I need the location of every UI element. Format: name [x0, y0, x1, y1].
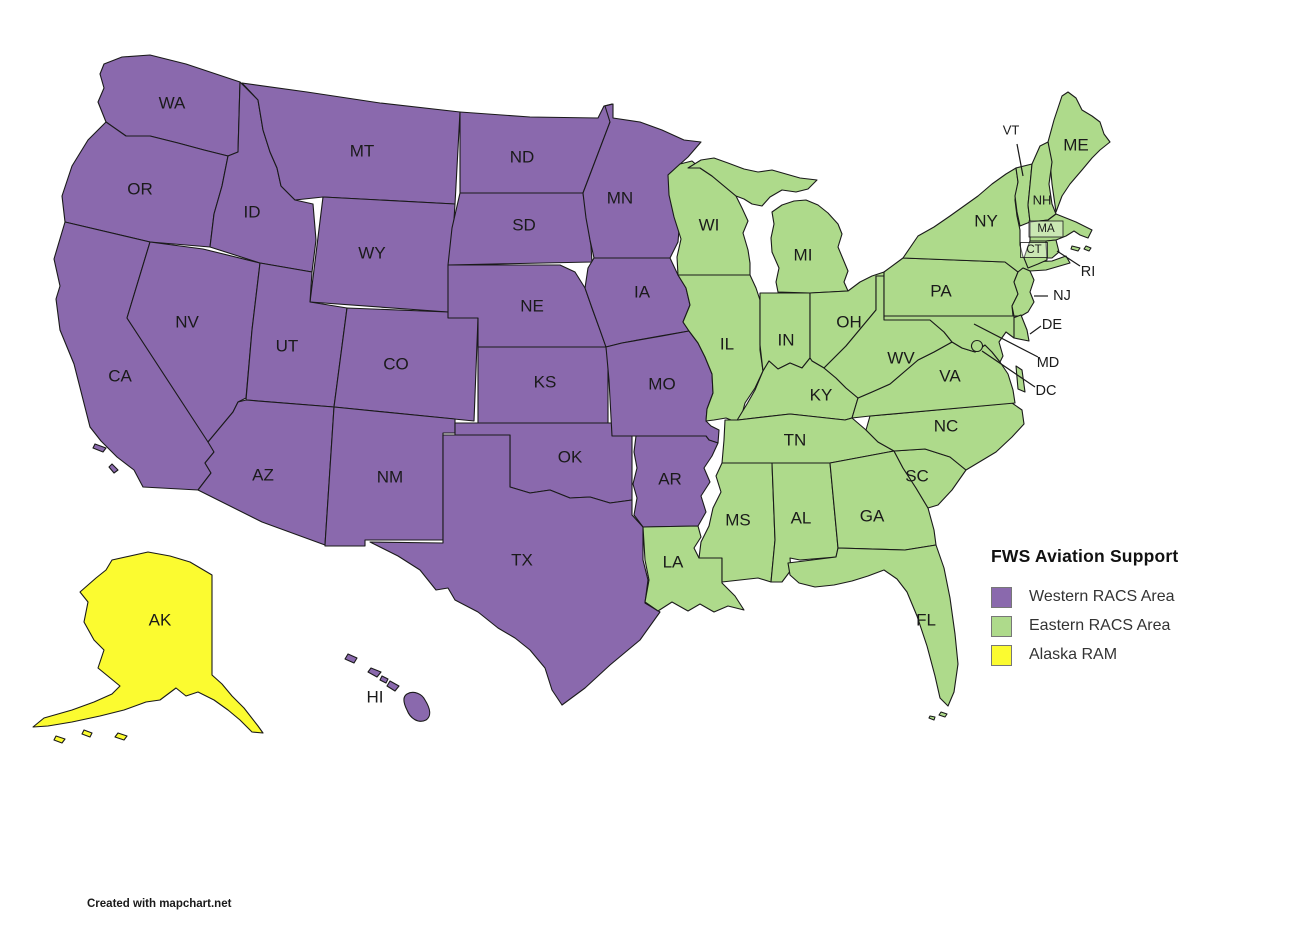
state-label-de: DE [1042, 317, 1062, 333]
legend-row-alaska: Alaska RAM [991, 644, 1291, 666]
state-label-il: IL [720, 334, 734, 353]
state-ca[interactable] [53, 221, 215, 491]
state-label-vt: VT [1003, 122, 1020, 137]
state-ma[interactable] [1029, 213, 1093, 252]
state-label-hi: HI [367, 687, 384, 706]
state-label-ny: NY [974, 211, 998, 230]
state-hi[interactable] [344, 653, 431, 722]
eastern-racs-swatch [991, 615, 1012, 637]
state-label-ne: NE [520, 296, 544, 315]
state-label-ms: MS [725, 510, 751, 529]
state-ks[interactable] [477, 346, 609, 424]
state-label-nc: NC [934, 416, 959, 435]
western-racs-swatch [991, 586, 1012, 608]
alaska-ram-swatch [991, 644, 1012, 666]
state-label-ok: OK [558, 447, 583, 466]
state-label-mo: MO [648, 374, 675, 393]
state-label-wa: WA [159, 93, 186, 112]
label-box-ma [1028, 220, 1064, 238]
state-tx[interactable] [369, 434, 661, 706]
state-label-ca: CA [108, 366, 132, 385]
state-label-ar: AR [658, 469, 682, 488]
state-label-dc: DC [1036, 383, 1057, 399]
state-label-ri: RI [1081, 264, 1096, 280]
state-label-tx: TX [511, 550, 533, 569]
state-ri[interactable] [1045, 239, 1060, 259]
state-ar[interactable] [632, 435, 719, 528]
leader-line-md [973, 323, 1039, 358]
state-label-nm: NM [377, 467, 403, 486]
state-label-or: OR [127, 179, 153, 198]
state-nj[interactable] [1011, 267, 1035, 317]
legend-label-western: Western RACS Area [1029, 588, 1175, 605]
state-label-in: IN [778, 330, 795, 349]
legend-title: FWS Aviation Support [991, 546, 1179, 566]
state-label-wi: WI [699, 215, 720, 234]
state-label-ut: UT [276, 336, 299, 355]
map-legend: FWS Aviation Support Western RACS Area E… [991, 546, 1291, 673]
state-nc[interactable] [865, 402, 1025, 471]
state-label-ct: CT [1026, 244, 1041, 256]
state-label-ma: MA [1037, 223, 1055, 235]
state-label-nj: NJ [1053, 288, 1071, 304]
state-label-mi: MI [794, 245, 813, 264]
state-label-la: LA [663, 552, 684, 571]
state-mi[interactable] [687, 157, 849, 294]
legend-label-eastern: Eastern RACS Area [1029, 617, 1171, 634]
state-label-sd: SD [512, 215, 536, 234]
leader-line-de [1029, 325, 1042, 335]
state-label-tn: TN [784, 430, 807, 449]
state-label-va: VA [939, 366, 961, 385]
state-label-ga: GA [860, 506, 885, 525]
state-label-ak: AK [149, 610, 172, 629]
leader-line-dc [981, 350, 1036, 388]
legend-row-western: Western RACS Area [991, 586, 1291, 608]
state-label-me: ME [1063, 135, 1089, 154]
legend-label-alaska: Alaska RAM [1029, 646, 1118, 663]
leader-line-vt [1016, 143, 1024, 177]
state-label-wv: WV [887, 348, 915, 367]
state-fl[interactable] [787, 544, 959, 721]
state-label-oh: OH [836, 312, 862, 331]
state-ak[interactable] [32, 551, 264, 744]
state-label-mt: MT [350, 141, 375, 160]
state-co[interactable] [333, 307, 479, 422]
state-me[interactable] [1047, 91, 1111, 213]
state-label-nv: NV [175, 312, 199, 331]
state-label-mn: MN [607, 188, 633, 207]
state-label-sc: SC [905, 466, 929, 485]
state-nv[interactable] [126, 241, 261, 443]
state-label-ky: KY [810, 385, 833, 404]
state-label-nh: NH [1033, 192, 1052, 207]
state-mt[interactable] [241, 82, 461, 205]
state-de[interactable] [1012, 314, 1030, 342]
state-label-co: CO [383, 354, 409, 373]
state-label-al: AL [791, 508, 812, 527]
leader-line-ri [1056, 250, 1081, 267]
label-box-ct [1020, 242, 1048, 258]
state-label-wy: WY [358, 243, 385, 262]
state-label-nd: ND [510, 147, 535, 166]
state-label-fl: FL [916, 610, 936, 629]
mapchart-watermark: Created with mapchart.net [87, 898, 232, 910]
state-la[interactable] [642, 525, 745, 613]
state-label-az: AZ [252, 465, 274, 484]
state-nh[interactable] [1027, 141, 1057, 223]
state-label-pa: PA [930, 281, 952, 300]
state-label-id: ID [244, 202, 261, 221]
legend-row-eastern: Eastern RACS Area [991, 615, 1291, 637]
state-label-ks: KS [534, 372, 557, 391]
state-label-ia: IA [634, 282, 651, 301]
state-dc[interactable] [971, 339, 983, 353]
state-label-md: MD [1037, 355, 1060, 371]
